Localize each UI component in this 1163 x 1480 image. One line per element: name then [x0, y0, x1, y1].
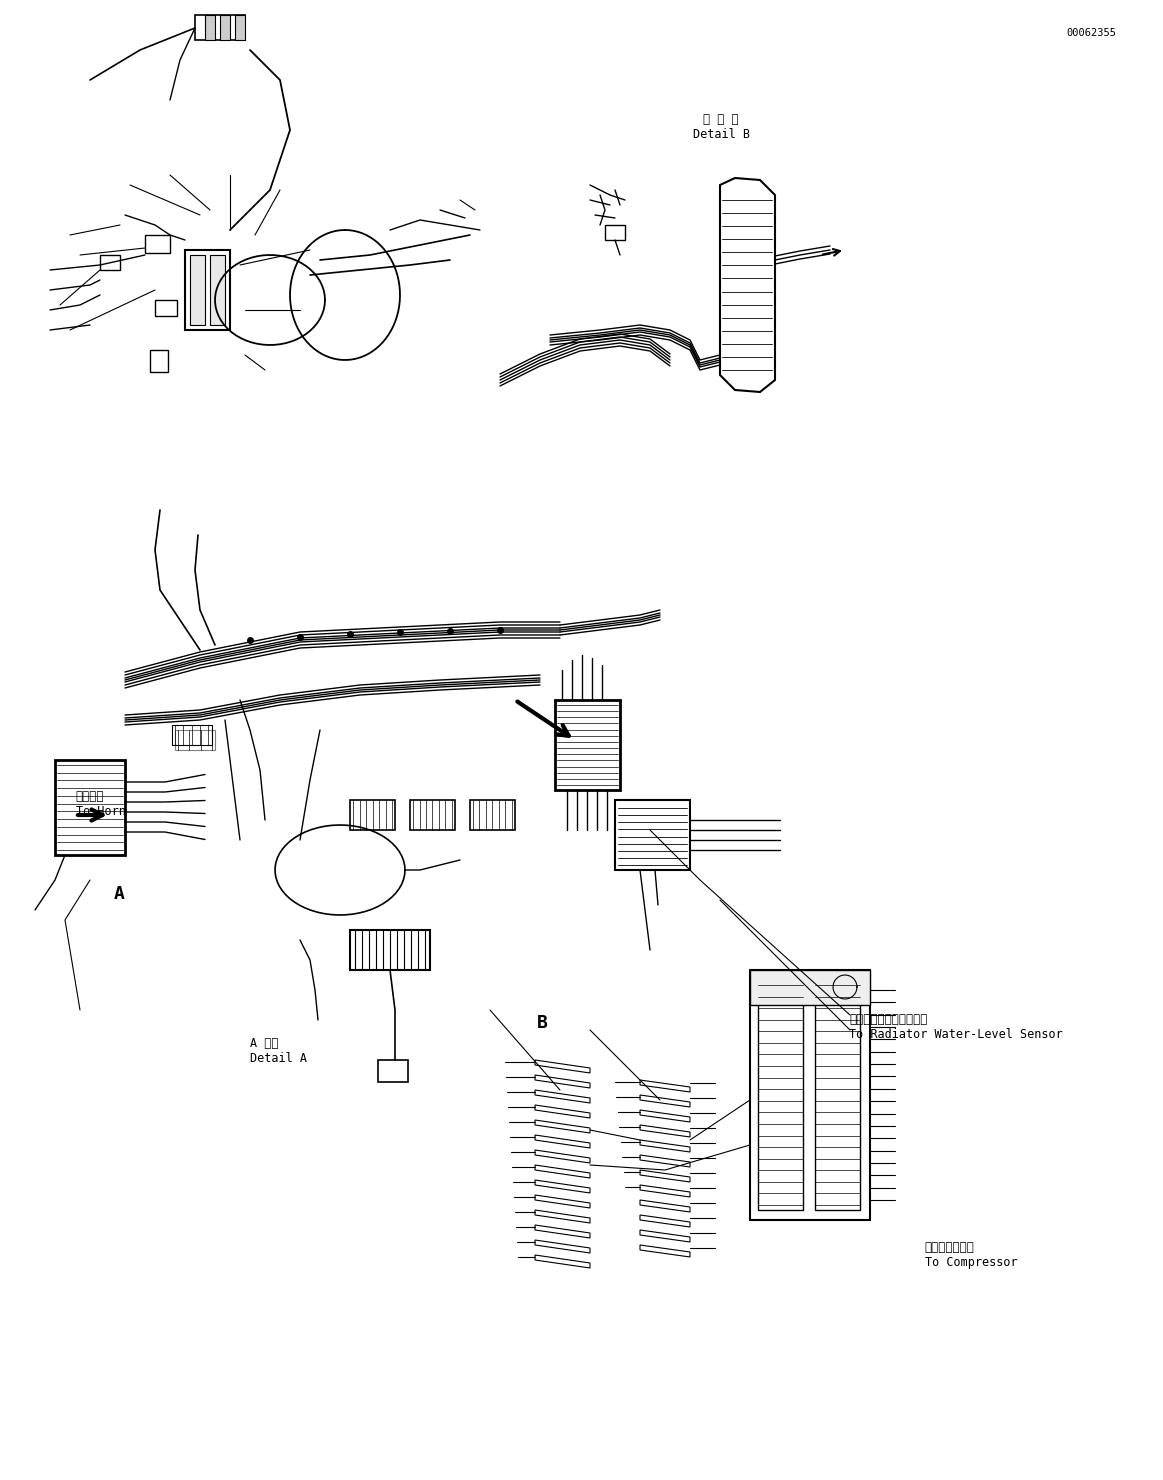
Polygon shape — [535, 1225, 590, 1237]
Bar — [145, 235, 170, 253]
Bar — [750, 969, 870, 1005]
Bar — [411, 801, 455, 830]
Bar — [155, 300, 177, 317]
Polygon shape — [535, 1194, 590, 1208]
Polygon shape — [640, 1125, 690, 1137]
Text: A 詳細
Detail A: A 詳細 Detail A — [250, 1037, 307, 1064]
Polygon shape — [640, 1185, 690, 1197]
Polygon shape — [535, 1240, 590, 1254]
Bar — [470, 801, 515, 830]
Bar — [815, 980, 859, 1211]
Polygon shape — [535, 1255, 590, 1268]
Text: ラジエータ水位センサへ
To Radiator Water-Level Sensor: ラジエータ水位センサへ To Radiator Water-Level Sens… — [849, 1014, 1063, 1040]
Bar — [378, 1060, 408, 1082]
Polygon shape — [640, 1095, 690, 1107]
Polygon shape — [640, 1230, 690, 1242]
Polygon shape — [535, 1089, 590, 1103]
Text: コンプレッサへ
To Compressor: コンプレッサへ To Compressor — [925, 1242, 1018, 1268]
Bar — [350, 929, 430, 969]
Bar — [150, 349, 167, 371]
Bar — [615, 801, 690, 870]
Bar — [185, 250, 230, 330]
Polygon shape — [640, 1200, 690, 1212]
Polygon shape — [535, 1106, 590, 1117]
Bar — [55, 761, 124, 855]
Polygon shape — [640, 1080, 690, 1092]
Bar — [172, 725, 212, 744]
Polygon shape — [535, 1135, 590, 1148]
Bar — [350, 801, 395, 830]
Text: 00062355: 00062355 — [1066, 28, 1116, 37]
Bar — [235, 15, 245, 40]
Polygon shape — [640, 1110, 690, 1122]
Bar — [205, 15, 215, 40]
Bar — [220, 15, 230, 40]
Bar — [100, 255, 120, 269]
Text: ホーンへ
To Horn: ホーンへ To Horn — [76, 790, 126, 817]
Bar — [174, 730, 215, 750]
Bar — [190, 255, 205, 326]
Polygon shape — [640, 1245, 690, 1257]
Polygon shape — [535, 1180, 590, 1193]
Polygon shape — [535, 1060, 590, 1073]
Polygon shape — [720, 178, 775, 392]
Polygon shape — [535, 1165, 590, 1178]
Polygon shape — [640, 1171, 690, 1183]
Polygon shape — [535, 1120, 590, 1134]
Polygon shape — [640, 1140, 690, 1151]
Text: A: A — [114, 885, 124, 903]
Polygon shape — [640, 1154, 690, 1168]
Bar — [555, 700, 620, 790]
Polygon shape — [535, 1150, 590, 1163]
Bar — [750, 969, 870, 1220]
Bar — [605, 225, 625, 240]
Bar — [211, 255, 224, 326]
Text: B: B — [537, 1014, 548, 1032]
Bar — [758, 980, 802, 1211]
Polygon shape — [535, 1074, 590, 1088]
Bar — [195, 15, 245, 40]
Polygon shape — [640, 1215, 690, 1227]
Text: 日 詳 細
Detail B: 日 詳 細 Detail B — [692, 114, 750, 141]
Polygon shape — [535, 1211, 590, 1222]
